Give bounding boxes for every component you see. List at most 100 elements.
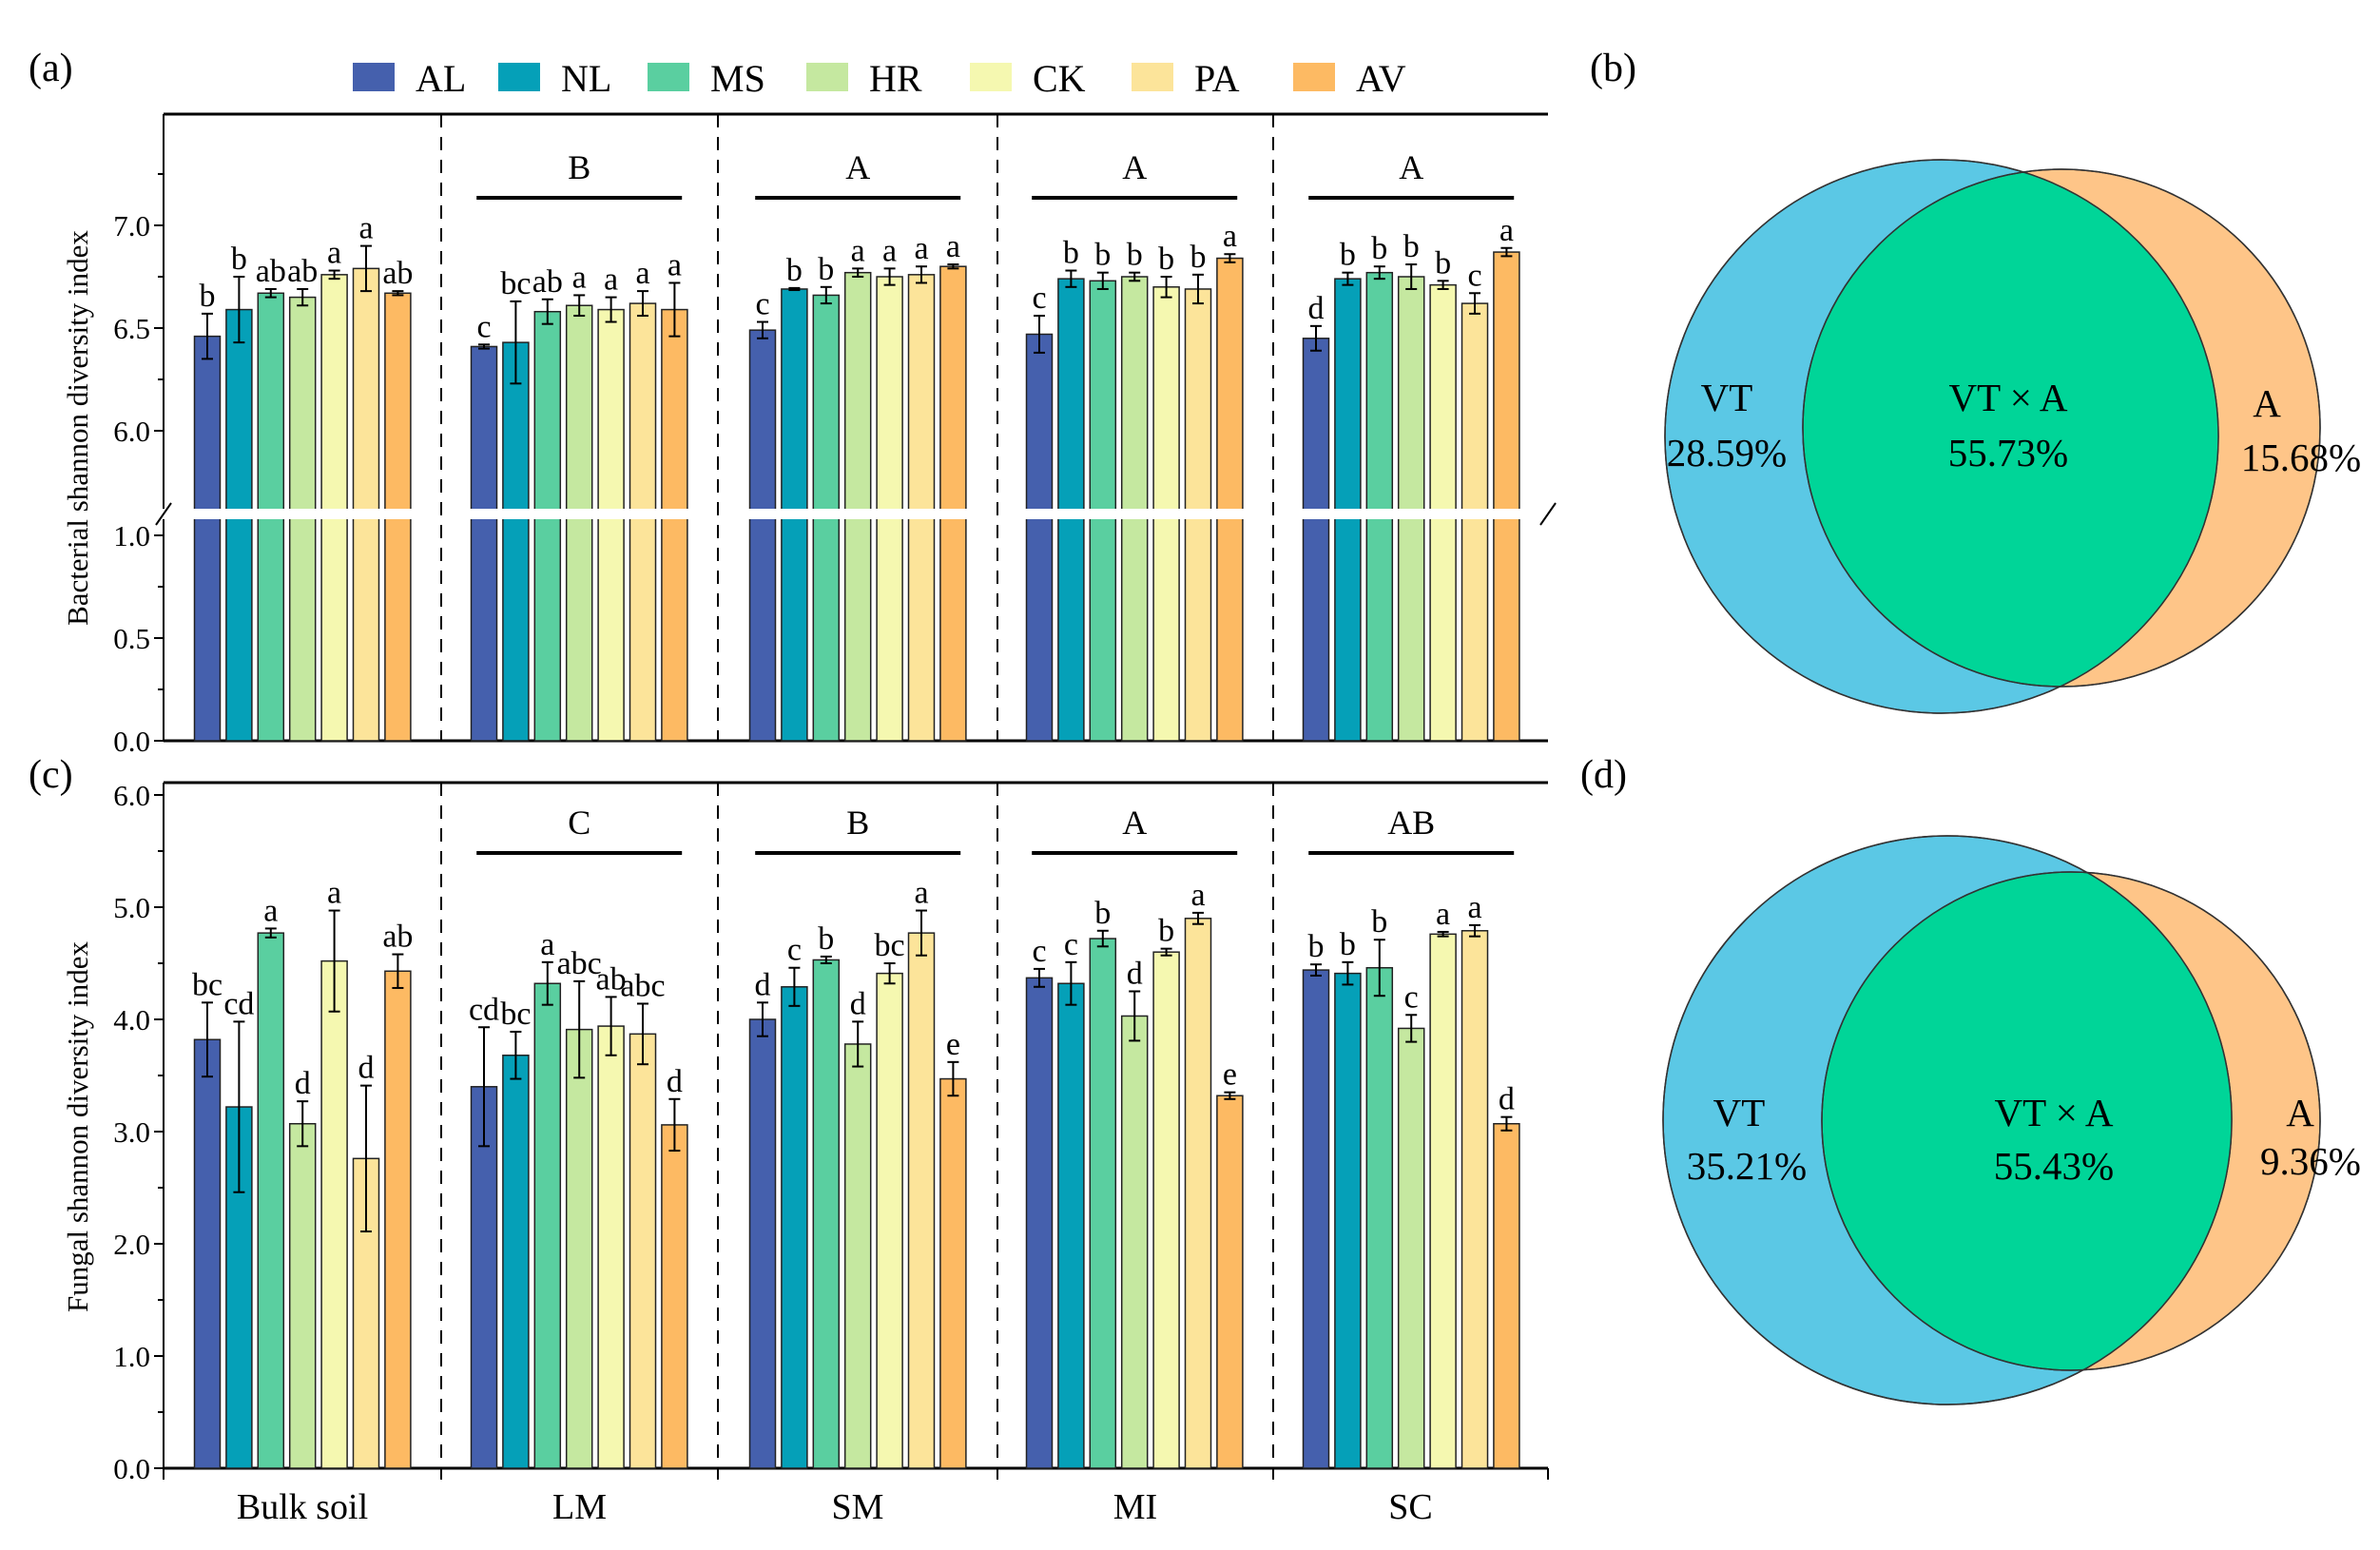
- bar-MS: [257, 932, 285, 1469]
- y-tick-label: 7.0: [113, 209, 150, 242]
- group-letter: A: [845, 148, 870, 186]
- axis-break-gap: [1301, 509, 1331, 519]
- significance-letter: b: [1371, 904, 1387, 940]
- bar-CK: [1429, 933, 1457, 1469]
- group-letter: A: [1399, 148, 1423, 186]
- significance-letter: b: [1094, 238, 1111, 273]
- y-tick-label: 0.0: [113, 725, 150, 758]
- axis-break-gap: [192, 509, 223, 519]
- significance-letter: b: [1371, 231, 1387, 266]
- venn-set-label: VT: [1701, 376, 1753, 419]
- group-letter: A: [1122, 148, 1147, 186]
- axis-break-gap: [1055, 509, 1086, 519]
- venn-set-label: VT: [1713, 1091, 1766, 1134]
- significance-letter: b: [1340, 927, 1356, 962]
- axis-break-gap: [842, 509, 873, 519]
- x-category-label: Bulk soil: [237, 1487, 368, 1527]
- bar-PA: [1461, 930, 1489, 1469]
- axis-break-gap: [1088, 509, 1118, 519]
- significance-letter: b: [1127, 238, 1143, 273]
- significance-letter: ab: [382, 256, 413, 291]
- axis-break-gap: [532, 509, 563, 519]
- bar-HR: [565, 1028, 593, 1469]
- axis-break-gap: [1491, 509, 1521, 519]
- axis-break-gap: [596, 509, 627, 519]
- bar-AL: [193, 335, 222, 742]
- significance-letter: c: [476, 309, 491, 344]
- venn-set-value: 55.43%: [1994, 1144, 2114, 1188]
- y-tick-label: 2.0: [113, 1228, 150, 1261]
- bar-PA: [907, 932, 936, 1469]
- x-category-label: MI: [1113, 1487, 1157, 1527]
- legend-swatch-PA: [1132, 63, 1173, 91]
- bar-PA: [352, 267, 380, 742]
- significance-letter: a: [327, 876, 341, 911]
- panel-label-a: (a): [29, 47, 73, 90]
- significance-letter: a: [882, 233, 897, 268]
- significance-letter: ab: [382, 920, 413, 955]
- significance-letter: a: [1190, 878, 1205, 913]
- bar-NL: [1334, 972, 1362, 1469]
- axis-break-gap: [256, 509, 286, 519]
- axis-break-mark: [1539, 502, 1557, 526]
- significance-letter: a: [540, 927, 554, 962]
- axis-break-gap: [351, 509, 381, 519]
- bar-HR: [565, 304, 593, 742]
- bar-PA: [629, 302, 657, 742]
- axis-break-gap: [1214, 509, 1245, 519]
- significance-letter: b: [786, 253, 803, 288]
- legend-label-MS: MS: [710, 57, 765, 100]
- significance-letter: a: [1223, 219, 1237, 254]
- bar-CK: [597, 308, 625, 742]
- legend: AL NL MS HR CK PA AV: [353, 57, 1406, 100]
- legend-swatch-MS: [648, 63, 689, 91]
- y-tick-label: 5.0: [113, 891, 150, 924]
- significance-letter: ab: [287, 254, 318, 289]
- significance-letter: a: [914, 231, 928, 266]
- bar-HR: [288, 1122, 317, 1469]
- bar-MS: [1089, 938, 1117, 1469]
- axis-break-gap: [1428, 509, 1459, 519]
- legend-swatch-NL: [498, 63, 540, 91]
- significance-letter: b: [200, 279, 216, 314]
- y-tick-label: 1.0: [113, 1340, 150, 1373]
- legend-label-AL: AL: [416, 57, 466, 100]
- venn-set-label: VT × A: [1995, 1091, 2114, 1134]
- significance-letter: cd: [469, 992, 499, 1027]
- significance-letter: d: [850, 986, 866, 1021]
- significance-letter: d: [1308, 291, 1325, 326]
- axis-break-gap: [1364, 509, 1395, 519]
- significance-letter: b: [818, 252, 834, 287]
- y-tick-label: 6.5: [113, 312, 150, 345]
- bar-MS: [1365, 271, 1394, 742]
- venn-set-label: A: [2253, 381, 2281, 425]
- significance-letter: b: [1158, 242, 1174, 277]
- legend-swatch-CK: [970, 63, 1012, 91]
- legend-label-HR: HR: [869, 57, 922, 100]
- significance-letter: cd: [223, 986, 254, 1021]
- bar-HR: [843, 271, 872, 742]
- significance-letter: c: [1064, 927, 1078, 962]
- significance-letter: a: [1500, 213, 1514, 248]
- significance-letter: bc: [192, 967, 223, 1002]
- legend-label-CK: CK: [1033, 57, 1086, 100]
- bar-CK: [320, 959, 348, 1469]
- significance-letter: bc: [500, 266, 531, 301]
- bar-PA: [1184, 918, 1212, 1469]
- significance-letter: ab: [532, 264, 563, 300]
- significance-letter: a: [327, 236, 341, 271]
- y-tick-label: 1.0: [113, 519, 150, 552]
- significance-letter: a: [572, 260, 587, 295]
- significance-letter: c: [1467, 258, 1481, 293]
- bar-HR: [1120, 1015, 1149, 1469]
- y-tick-label: 0.0: [113, 1452, 150, 1485]
- legend-label-AV: AV: [1356, 57, 1406, 100]
- axis-break-gap: [1460, 509, 1490, 519]
- bar-PA: [629, 1033, 657, 1469]
- panel-label-d: (d): [1580, 753, 1627, 797]
- significance-letter: a: [358, 211, 373, 246]
- bar-AL: [1025, 977, 1054, 1469]
- venn-set-value: 9.36%: [2260, 1139, 2361, 1183]
